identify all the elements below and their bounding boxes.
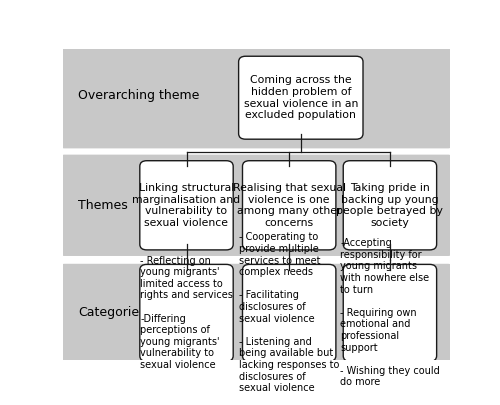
Text: Themes: Themes (78, 199, 128, 212)
FancyBboxPatch shape (343, 264, 436, 361)
FancyBboxPatch shape (140, 161, 233, 250)
FancyBboxPatch shape (343, 161, 436, 250)
FancyBboxPatch shape (140, 264, 233, 361)
FancyBboxPatch shape (238, 56, 363, 139)
Text: Taking pride in
backing up young
people betrayed by
society: Taking pride in backing up young people … (336, 183, 444, 228)
Text: Realising that sexual
violence is one
among many other
concerns: Realising that sexual violence is one am… (232, 183, 345, 228)
Text: Linking structural
marginalisation and
vulnerability to
sexual violence: Linking structural marginalisation and v… (132, 183, 240, 228)
Text: - Cooperating to
provide multiple
services to meet
complex needs

- Facilitating: - Cooperating to provide multiple servic… (239, 232, 340, 393)
Text: - Reflecting on
young migrants'
limited access to
rights and services

-Differin: - Reflecting on young migrants' limited … (140, 256, 233, 370)
Text: Overarching theme: Overarching theme (78, 89, 200, 102)
FancyBboxPatch shape (242, 161, 336, 250)
Text: Categories: Categories (78, 307, 146, 320)
FancyBboxPatch shape (60, 264, 452, 362)
FancyBboxPatch shape (60, 47, 452, 148)
Text: -Accepting
responsibility for
young migrants
with nowhere else
to turn

- Requir: -Accepting responsibility for young migr… (340, 238, 440, 388)
FancyBboxPatch shape (242, 264, 336, 361)
FancyBboxPatch shape (60, 155, 452, 256)
Text: Coming across the
hidden problem of
sexual violence in an
excluded population: Coming across the hidden problem of sexu… (244, 75, 358, 120)
